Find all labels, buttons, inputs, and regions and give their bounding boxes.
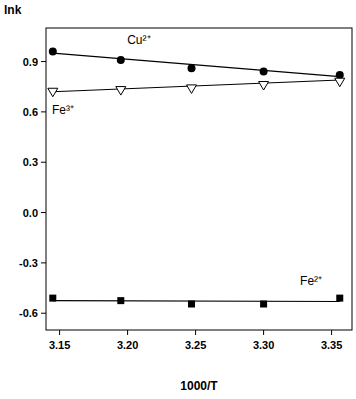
y-tick: [41, 162, 46, 163]
data-point: [259, 82, 269, 91]
fit-line: [53, 53, 340, 76]
data-point: [117, 297, 124, 304]
y-tick-label: 0.6: [23, 106, 38, 118]
y-tick-label: 0.3: [23, 156, 38, 168]
y-tick: [41, 313, 46, 314]
data-point: [260, 68, 268, 76]
x-tick: [195, 330, 196, 335]
data-point: [117, 56, 125, 64]
y-tick-label: -0.6: [19, 307, 38, 319]
x-tick-label: 3.25: [185, 339, 206, 351]
data-point: [48, 88, 58, 97]
series-label: Cu²⁺: [127, 33, 150, 47]
x-tick-label: 3.30: [253, 339, 274, 351]
x-tick: [263, 330, 264, 335]
y-tick-label: 0.0: [23, 207, 38, 219]
data-point: [49, 295, 56, 302]
plot-frame: [46, 28, 352, 330]
y-tick: [41, 212, 46, 213]
y-axis-label: lnk: [4, 3, 22, 17]
x-tick: [331, 330, 332, 335]
data-point: [116, 87, 126, 96]
x-tick-label: 3.15: [49, 339, 70, 351]
series-label: Fe³⁺: [52, 103, 74, 117]
data-point: [188, 300, 195, 307]
chart: 3.15 3.20 3.25 3.30 3.35 -0.6 -0.3 0.0 0.3 0.6 0.9…: [0, 0, 356, 399]
data-point: [335, 78, 345, 87]
y-tick-label: -0.3: [19, 257, 38, 269]
data-point: [260, 300, 267, 307]
y-tick: [41, 111, 46, 112]
series-label: Fe²⁺: [300, 274, 322, 288]
data-point: [49, 47, 57, 55]
y-tick: [41, 61, 46, 62]
plot-area: [48, 47, 345, 307]
y-tick-label: 0.9: [23, 56, 38, 68]
fit-line: [53, 300, 340, 302]
data-point: [187, 85, 197, 94]
data-point: [188, 64, 196, 72]
x-tick-label: 3.35: [321, 339, 342, 351]
x-tick: [59, 330, 60, 335]
data-point: [336, 295, 343, 302]
x-tick-label: 3.20: [117, 339, 138, 351]
x-tick: [127, 330, 128, 335]
y-tick: [41, 262, 46, 263]
x-axis-label: 1000/T: [180, 379, 218, 393]
